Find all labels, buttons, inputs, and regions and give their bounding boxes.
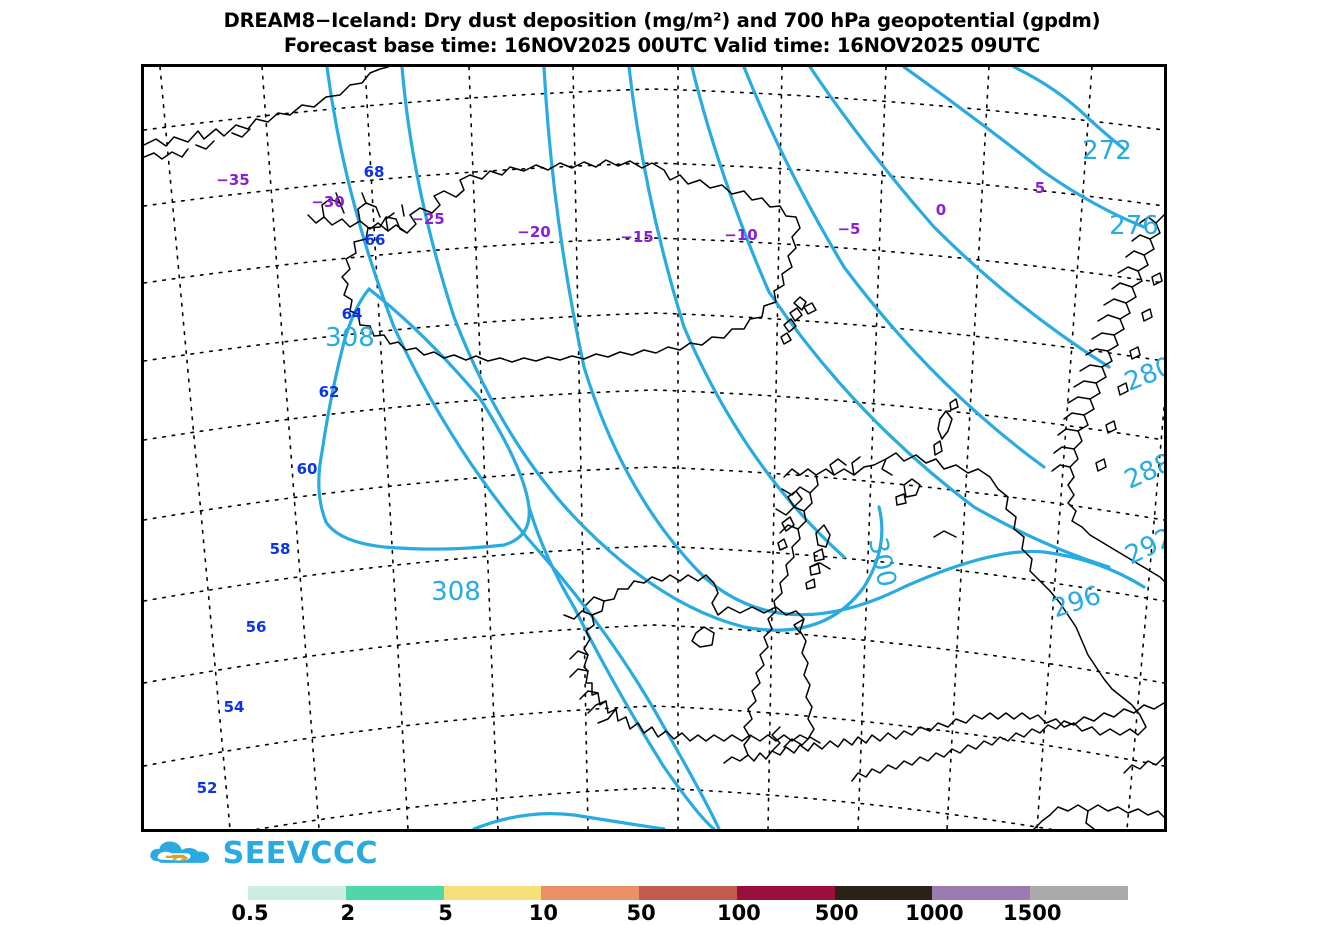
contour-label-text: 272 <box>1082 136 1132 166</box>
contour-label-text: 292 <box>1121 522 1164 571</box>
coast-shetland <box>933 398 959 456</box>
latitude-label-text: 58 <box>270 540 291 558</box>
colorbar-label-8: 1500 <box>1002 901 1062 925</box>
longitude-label-text: 0 <box>936 201 946 219</box>
title-line-2: Forecast base time: 16NOV2025 00UTC Vali… <box>283 34 1041 57</box>
coast-denmark <box>1049 804 1164 818</box>
latitude-label-text: 62 <box>319 383 340 401</box>
coast-ireland <box>583 574 815 742</box>
longitude-label-text: −25 <box>411 210 444 228</box>
colorbar-segment-0 <box>248 886 346 900</box>
coast-hebrides <box>805 524 831 590</box>
colorbar-label-0: 0.5 <box>231 901 269 925</box>
cloud-icon <box>150 841 210 863</box>
colorbar-label-5: 100 <box>716 901 761 925</box>
logo-text: SEEVCCC <box>222 836 378 871</box>
contour-304 <box>325 67 721 829</box>
contour-280 <box>808 67 1111 369</box>
title-line-1: DREAM8−Iceland: Dry dust deposition (mg/… <box>223 9 1101 32</box>
latitude-label-text: 64 <box>342 305 363 323</box>
longitude-label-layer: −35 −30 −25 −20 −15 −10 −5 0 5 <box>216 171 1045 246</box>
colorbar-label-7: 1000 <box>905 901 964 925</box>
coast-great-britain <box>743 452 1147 762</box>
coast-orkney <box>895 478 921 506</box>
colorbar-label-2: 5 <box>438 901 453 925</box>
latitude-label-text: 56 <box>246 618 267 636</box>
coastline-layer <box>144 67 1164 829</box>
map-panel[interactable]: 68666462605856545250 −35−30−25−20−15−10−… <box>141 64 1167 832</box>
seevccc-logo: SEEVCCC <box>148 833 378 875</box>
longitude-label-text: −35 <box>216 171 249 189</box>
contour-292 <box>627 67 846 559</box>
colorbar-segment-3 <box>541 886 640 900</box>
contour-label-text: 276 <box>1109 211 1159 241</box>
contour-284 <box>742 67 1046 469</box>
latitude-label-layer: 68666462605856545250 <box>197 163 386 797</box>
colorbar-label-4: 50 <box>626 901 656 925</box>
contour-label-text: 308 <box>431 577 481 607</box>
coast-greenland <box>144 67 389 147</box>
colorbar-label-3: 10 <box>528 901 558 925</box>
longitude-label-text: −30 <box>311 193 344 211</box>
contour-308-ridge <box>317 287 531 551</box>
coast-iceland <box>341 159 801 363</box>
contour-label-text: 308 <box>325 323 375 353</box>
colorbar-segment-4 <box>639 886 737 900</box>
latitude-label-text: 66 <box>365 231 386 249</box>
chart-title-block: DREAM8−Iceland: Dry dust deposition (mg/… <box>0 8 1324 58</box>
colorbar-segment-2 <box>443 886 542 900</box>
colorbar-segment-8 <box>1030 886 1129 900</box>
contour-272 <box>1012 67 1126 151</box>
coast-faroe <box>780 296 817 345</box>
latitude-label-text: 54 <box>224 698 245 716</box>
colorbar-segment-5 <box>736 886 835 900</box>
latitude-label-text: 60 <box>297 460 318 478</box>
coast-continent <box>851 702 1164 782</box>
colorbar-label-1: 2 <box>340 901 356 925</box>
contour-300 <box>400 67 884 632</box>
map-canvas: 68666462605856545250 −35−30−25−20−15−10−… <box>144 67 1164 829</box>
longitude-label-text: −10 <box>724 226 757 244</box>
contour-296 <box>542 67 1146 617</box>
colorbar-segment-7 <box>932 886 1031 900</box>
longitude-label-text: −15 <box>620 228 653 246</box>
colorbar-tick-labels: 0.5 2 5 10 50 100 500 1000 1500 <box>231 901 1128 925</box>
colorbar-label-6: 500 <box>814 901 859 925</box>
longitude-label-text: −5 <box>837 220 860 238</box>
longitude-label-text: 5 <box>1035 179 1045 197</box>
colorbar-segment-1 <box>345 886 444 900</box>
colorbar: 0.5 2 5 10 50 100 500 1000 1500 <box>231 886 1129 925</box>
latitude-label-text: 68 <box>364 163 385 181</box>
longitude-label-text: −20 <box>517 223 550 241</box>
colorbar-strip <box>248 886 1129 900</box>
contour-288 <box>690 67 1111 569</box>
coast-norway <box>1067 214 1164 582</box>
latitude-label-text: 52 <box>197 779 218 797</box>
contour-308-tail <box>472 812 666 829</box>
geopotential-contour-layer <box>317 67 1146 829</box>
contour-308-branch <box>527 505 716 829</box>
graticule-layer <box>144 67 1164 829</box>
contour-276 <box>902 67 1146 229</box>
colorbar-segment-6 <box>834 886 933 900</box>
contour-label-text: 296 <box>1048 580 1104 624</box>
contour-label-text: 288 <box>1120 448 1164 496</box>
